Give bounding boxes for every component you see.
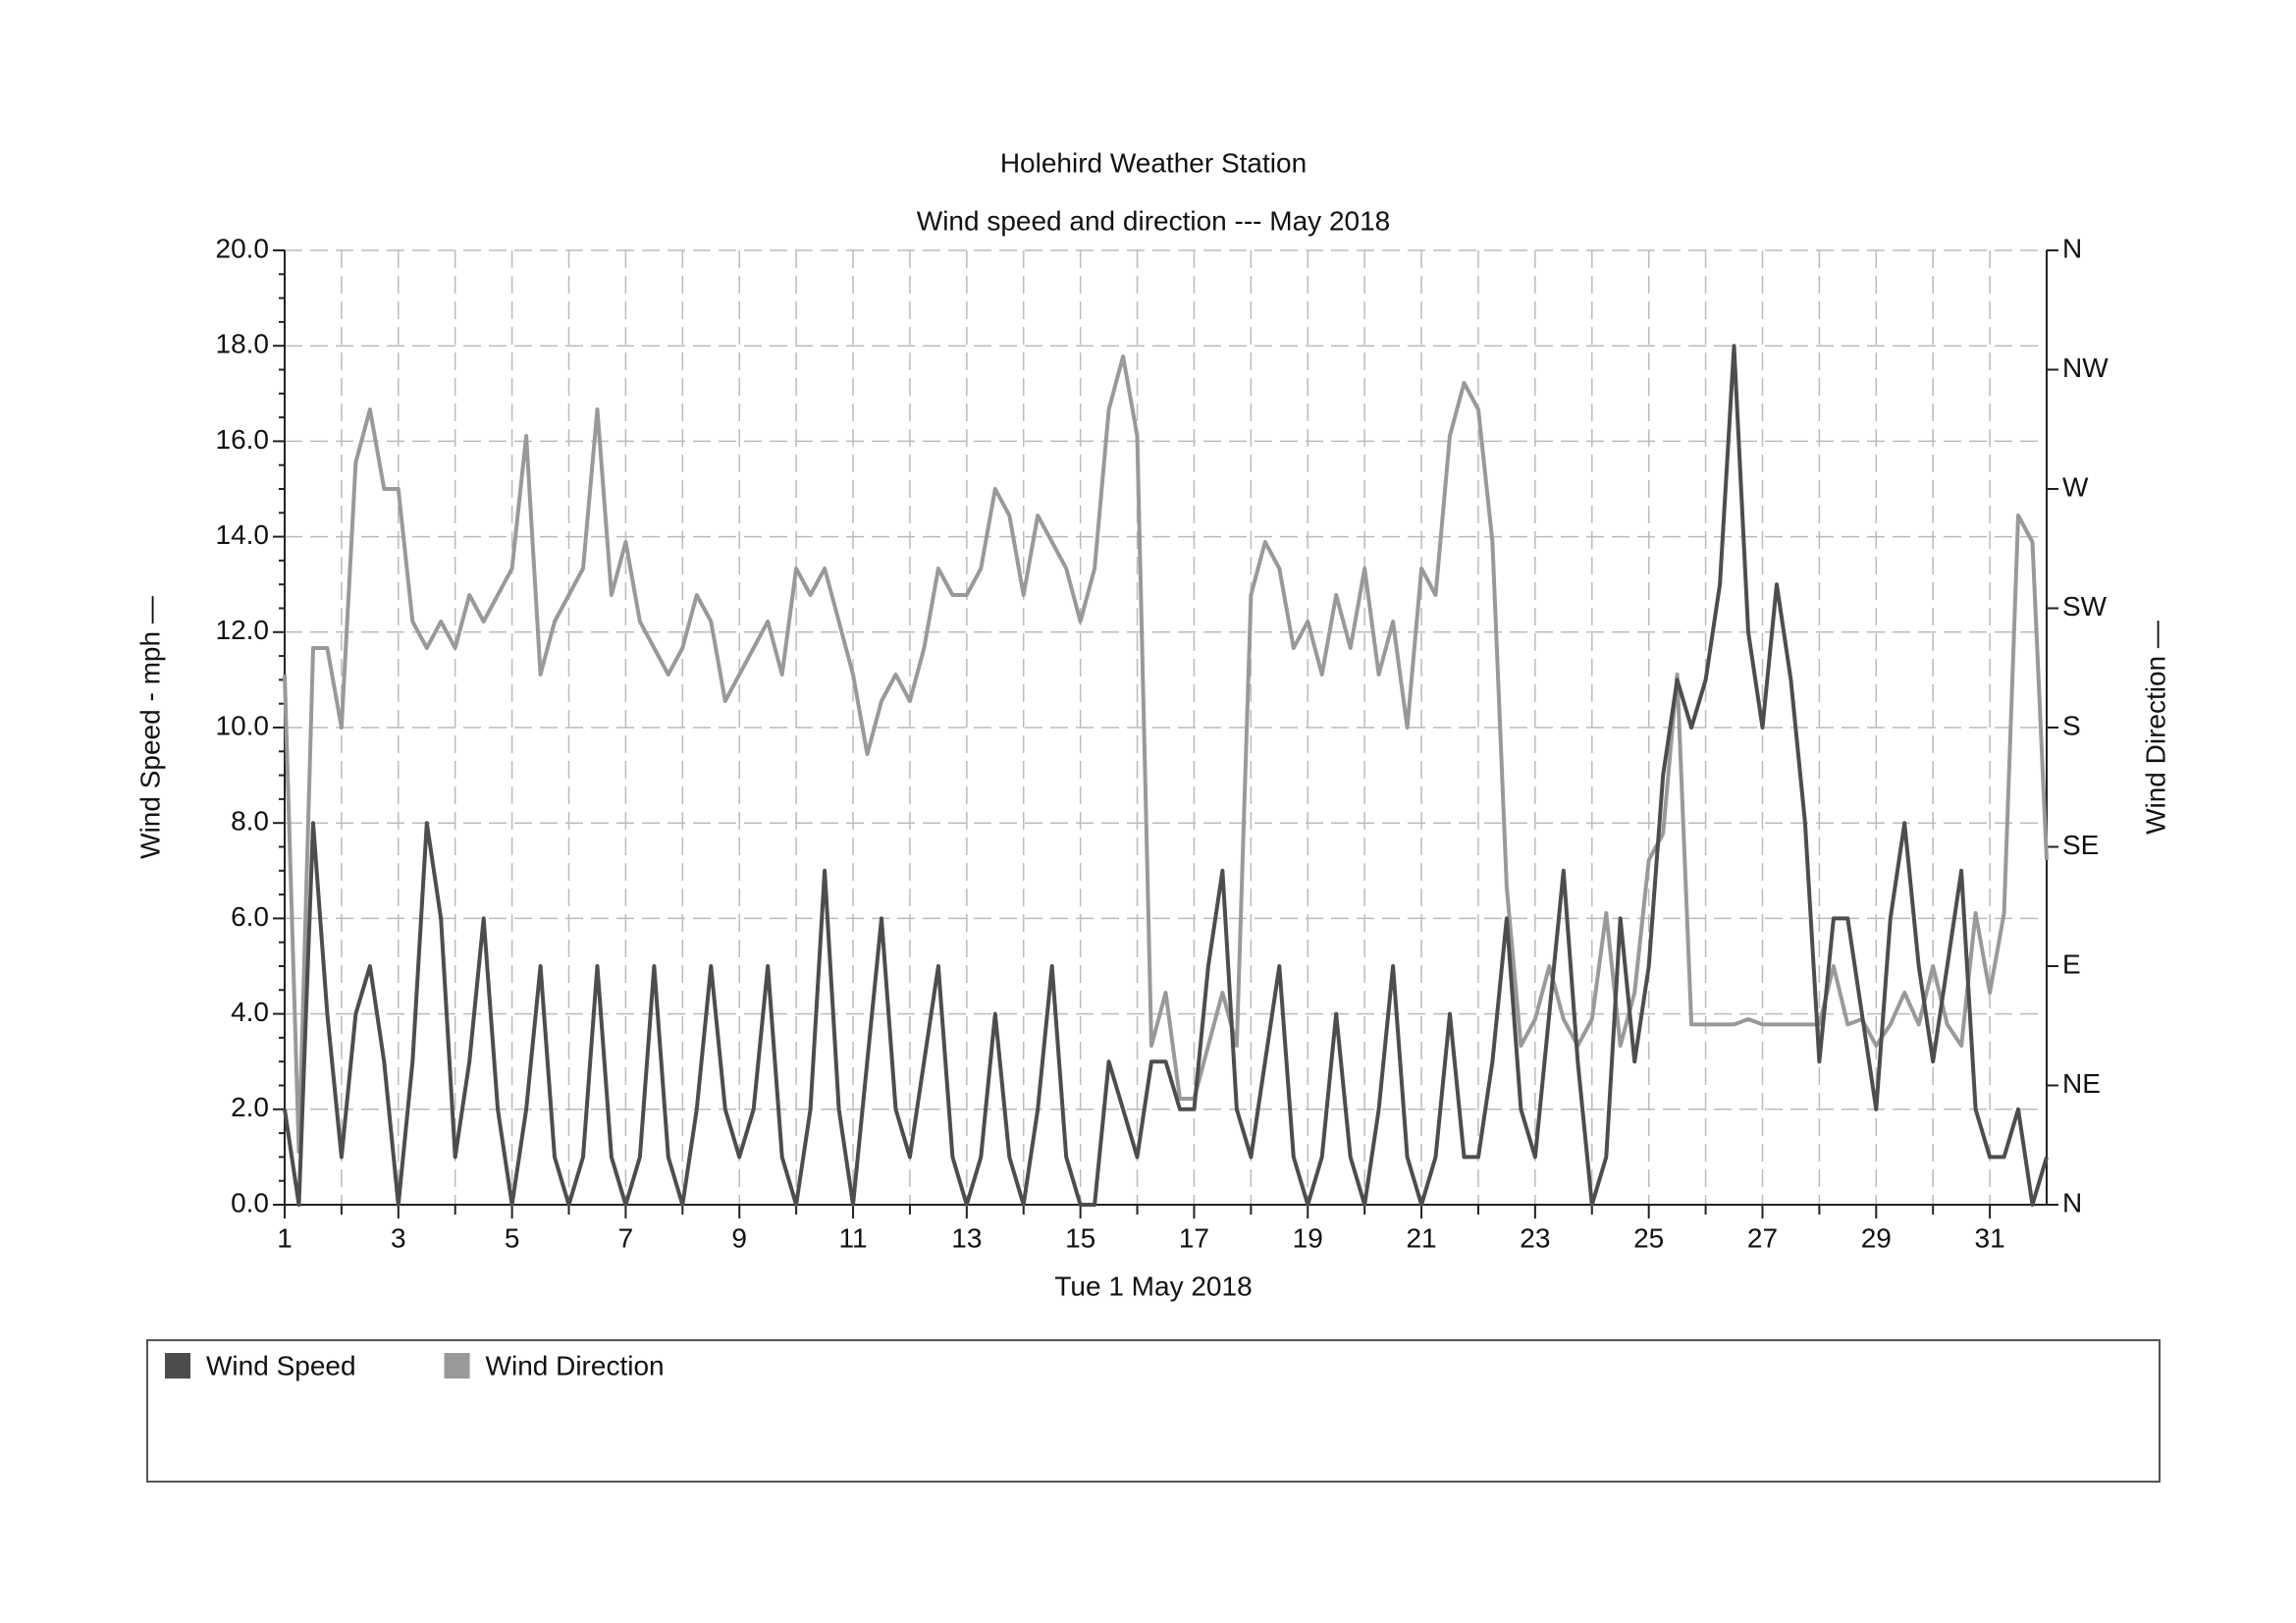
legend-box <box>146 1339 2161 1483</box>
y2-tick-label: S <box>2062 710 2081 740</box>
x-tick-label: 23 <box>1520 1222 1550 1253</box>
y-tick-label: 2.0 <box>231 1092 269 1122</box>
y-tick-label: 0.0 <box>231 1187 269 1217</box>
y-tick-label: 20.0 <box>216 233 270 263</box>
y-tick-label: 14.0 <box>216 519 270 550</box>
chart-subtitle: Wind speed and direction --- May 2018 <box>917 205 1390 236</box>
y2-tick-label: SW <box>2062 591 2108 622</box>
series-line <box>283 344 2049 1207</box>
y-tick-label: 12.0 <box>216 615 270 645</box>
y-tick-label: 4.0 <box>231 997 269 1027</box>
x-tick-label: 17 <box>1179 1222 1209 1253</box>
y2-tick-label: W <box>2062 471 2089 502</box>
chart-title: Holehird Weather Station <box>1000 147 1307 178</box>
x-tick-label: 3 <box>391 1222 406 1253</box>
x-tick-label: 15 <box>1065 1222 1095 1253</box>
y2-tick-label: N <box>2062 1187 2082 1217</box>
y-axis-label: Wind Speed - mph — <box>134 596 165 859</box>
x-tick-label: 1 <box>277 1222 293 1253</box>
x-axis-label: Tue 1 May 2018 <box>1054 1271 1252 1301</box>
x-tick-label: 25 <box>1633 1222 1664 1253</box>
y-tick-label: 10.0 <box>216 710 270 740</box>
y2-axis-label: Wind Direction — <box>2140 621 2170 835</box>
y2-tick-label: N <box>2062 233 2082 263</box>
x-tick-label: 9 <box>731 1222 747 1253</box>
y2-tick-label: NW <box>2062 352 2109 383</box>
legend-label: Wind Speed <box>206 1350 356 1380</box>
y2-tick-label: SE <box>2062 830 2099 860</box>
x-tick-label: 29 <box>1861 1222 1892 1253</box>
y-tick-label: 6.0 <box>231 901 269 932</box>
legend-swatch <box>165 1353 190 1379</box>
y-tick-label: 8.0 <box>231 806 269 837</box>
x-tick-label: 5 <box>505 1222 520 1253</box>
x-tick-label: 11 <box>838 1222 867 1253</box>
legend-label: Wind Direction <box>486 1350 665 1380</box>
x-tick-label: 13 <box>951 1222 982 1253</box>
x-tick-label: 7 <box>618 1222 634 1253</box>
series-line <box>283 354 2049 1154</box>
y2-tick-label: E <box>2062 948 2081 979</box>
y2-tick-label: NE <box>2062 1068 2101 1099</box>
legend-swatch <box>444 1353 470 1379</box>
x-tick-label: 19 <box>1293 1222 1323 1253</box>
y-tick-label: 16.0 <box>216 424 270 455</box>
x-tick-label: 31 <box>1975 1222 2005 1253</box>
y-tick-label: 18.0 <box>216 329 270 359</box>
x-tick-label: 21 <box>1406 1222 1436 1253</box>
x-tick-label: 27 <box>1747 1222 1778 1253</box>
